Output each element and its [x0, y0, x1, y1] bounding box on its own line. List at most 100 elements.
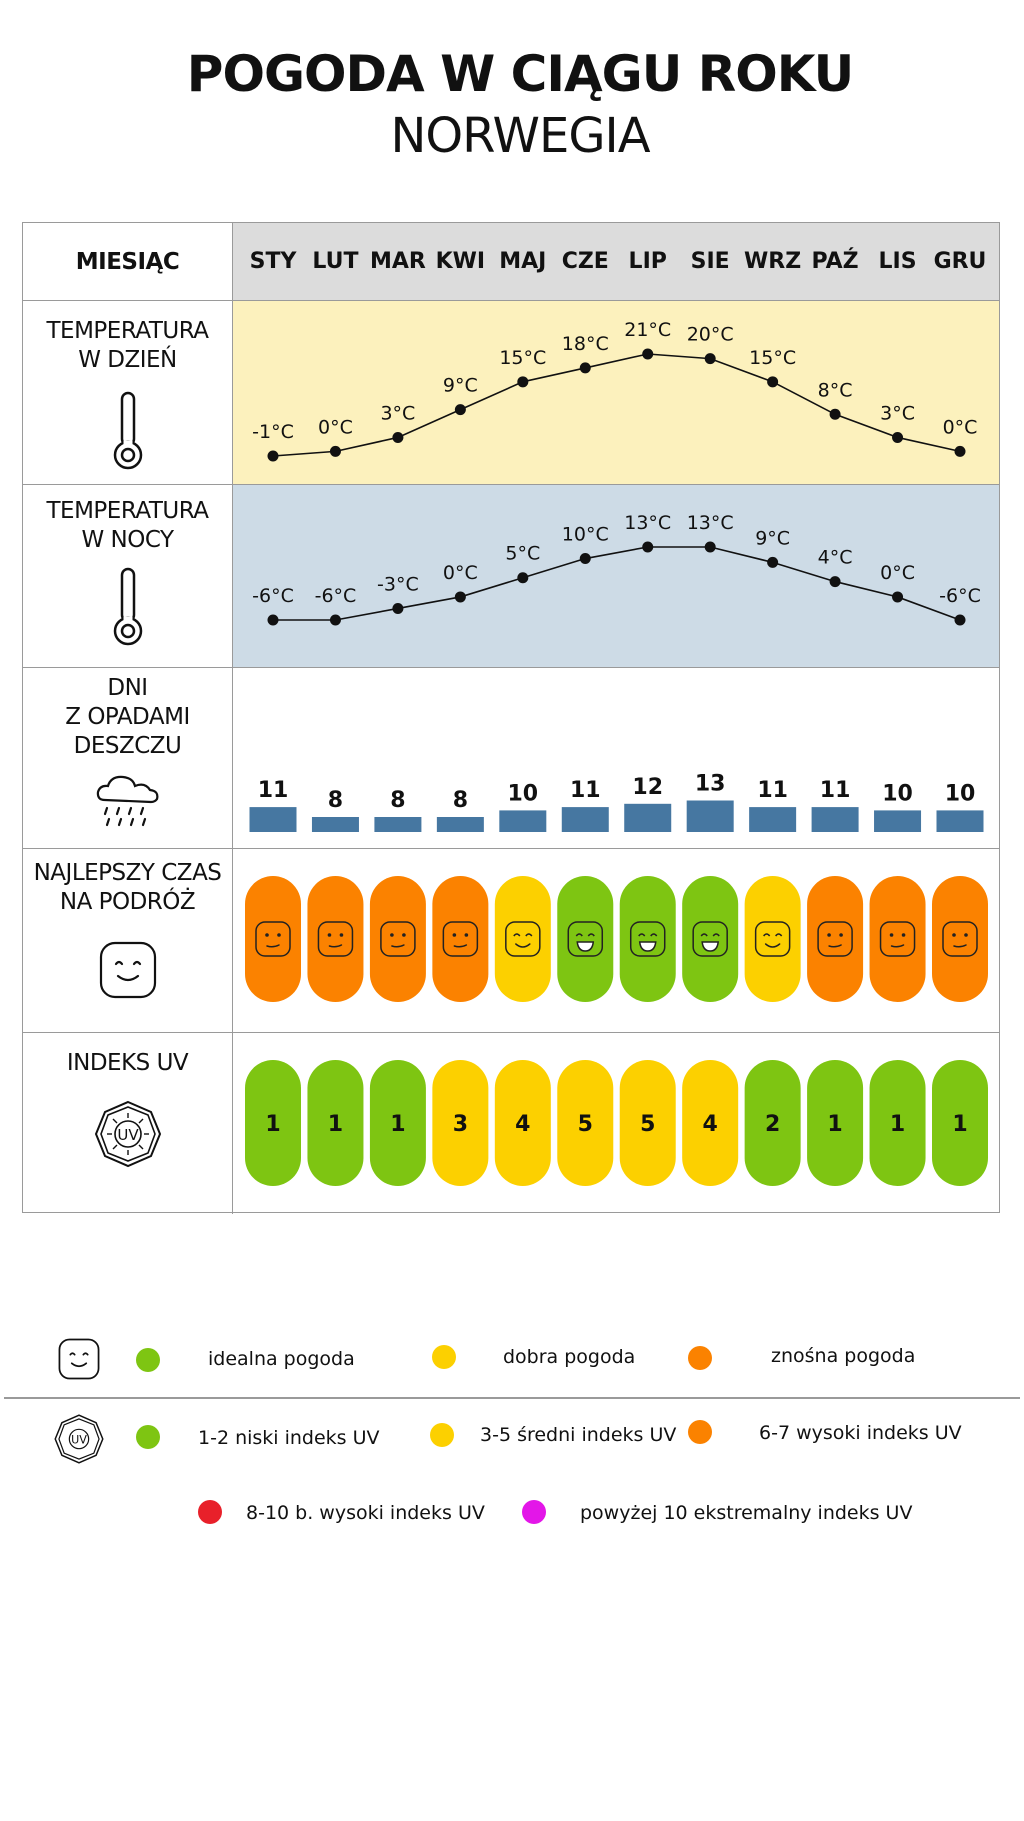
- night-temp-point-0: [267, 614, 279, 626]
- header-label-cell: MIESIĄC: [23, 223, 233, 300]
- uv-value-10: 1: [890, 1112, 905, 1137]
- day-temp-label-1: 0°C: [318, 416, 353, 438]
- rain-bar-9: [811, 807, 859, 832]
- best-time-pill-2: [369, 876, 426, 1002]
- night-temp-label-3: 0°C: [443, 562, 478, 584]
- day-temp-label-0: -1°C: [252, 421, 294, 443]
- day-temp-label-4: 15°C: [499, 347, 546, 369]
- day-temp-point-4: [517, 376, 529, 388]
- month-header-5: CZE: [561, 249, 609, 274]
- day-temp-point-9: [829, 408, 841, 420]
- uv-value-0: 1: [265, 1112, 280, 1137]
- uv-index-pills: 1 1 1 3 4 5 5 4 2 1 1 1: [245, 1060, 988, 1186]
- rain-bar-2: [374, 817, 422, 832]
- month-header-11: GRU: [933, 249, 987, 274]
- day-temp-label-3: 9°C: [443, 375, 478, 397]
- day-temp-label-8: 15°C: [749, 347, 796, 369]
- month-header-8: WRZ: [744, 249, 802, 274]
- rain-value-0: 11: [258, 778, 289, 803]
- night-temp-point-6: [642, 541, 654, 553]
- legend-label-ideal: idealna pogoda: [208, 1348, 355, 1370]
- page-title: POGODA W CIĄGU ROKU: [186, 45, 854, 103]
- night-temp-label-2: -3°C: [377, 573, 419, 595]
- uv-pill-11: [932, 1060, 988, 1186]
- night-temp-label: TEMPERATURA W NOCY: [46, 498, 210, 553]
- night-temp-point-11: [954, 614, 966, 626]
- day-temp-point-1: [329, 445, 341, 457]
- rain-days-row: DNI Z OPADAMI DESZCZU 11 8 8 8 10 11 12 13 11 11 1…: [23, 668, 999, 849]
- uv-badge-icon: UV: [23, 1099, 233, 1174]
- day-temp-point-6: [642, 348, 654, 360]
- legend-dot-uv-extreme: [522, 1500, 546, 1524]
- uv-pill-5: [557, 1060, 614, 1186]
- night-temp-point-10: [892, 591, 904, 603]
- uv-index-label-cell: INDEKS UV UV: [23, 1033, 233, 1214]
- day-temp-point-8: [767, 376, 779, 388]
- day-temp-line-chart: -1°C 0°C 3°C 9°C 15°C 18°C 21°C 20°C 15°C 8°C 3°C 0…: [252, 319, 977, 462]
- face-icon-7: [692, 921, 728, 957]
- night-temp-point-3: [454, 591, 466, 603]
- uv-value-4: 4: [515, 1112, 530, 1137]
- face-icon-6: [629, 921, 666, 957]
- month-header-6: LIP: [628, 249, 667, 274]
- best-time-pill-1: [307, 876, 364, 1002]
- best-time-label-cell: NAJLEPSZY CZAS NA PODRÓŻ: [23, 849, 233, 1032]
- legend-dot-uv-low: [136, 1425, 160, 1449]
- legend-dot-uv-high: [688, 1420, 712, 1444]
- day-temp-label-9: 8°C: [818, 379, 853, 401]
- best-time-pill-5: [557, 876, 614, 1002]
- night-temp-line: [273, 546, 961, 621]
- uv-value-3: 3: [453, 1112, 468, 1137]
- month-header-7: SIE: [690, 249, 730, 274]
- night-temp-point-8: [767, 556, 779, 568]
- uv-pill-6: [619, 1060, 676, 1186]
- day-temp-point-2: [392, 431, 404, 443]
- legend-label-good: dobra pogoda: [503, 1346, 636, 1368]
- day-temp-label-7: 20°C: [687, 324, 734, 346]
- rain-days-label-cell: DNI Z OPADAMI DESZCZU: [23, 668, 233, 848]
- best-time-row: NAJLEPSZY CZAS NA PODRÓŻ: [23, 849, 999, 1033]
- legend-separator: [4, 1397, 1020, 1399]
- legend-dot-ideal: [136, 1348, 160, 1372]
- day-temp-point-5: [579, 362, 591, 374]
- best-time-pill-0: [245, 876, 301, 1002]
- rain-value-1: 8: [328, 788, 343, 813]
- rain-cloud-icon: [23, 772, 233, 837]
- day-temp-label-2: 3°C: [380, 402, 415, 424]
- uv-value-7: 4: [703, 1112, 718, 1137]
- night-temp-label-1: -6°C: [315, 585, 357, 607]
- uv-value-11: 1: [952, 1112, 967, 1137]
- rain-value-10: 10: [882, 781, 913, 806]
- month-header-9: PAŹ: [811, 249, 859, 274]
- face-icon-5: [567, 921, 604, 957]
- best-time-pill-4: [494, 876, 551, 1002]
- best-time-chart: [233, 849, 999, 1032]
- legend-label-uv-high: 6-7 wysoki indeks UV: [759, 1422, 962, 1444]
- uv-index-label: INDEKS UV: [66, 1050, 189, 1076]
- night-temp-label-5: 10°C: [562, 524, 609, 546]
- night-temp-point-4: [517, 572, 529, 584]
- face-icon-0: [255, 921, 291, 957]
- rain-value-6: 12: [632, 775, 663, 800]
- legend-dot-tolerable: [688, 1346, 712, 1370]
- best-time-pills: [245, 876, 988, 1002]
- face-icon-8: [754, 921, 791, 957]
- legend-label-uv-medium: 3-5 średni indeks UV: [480, 1424, 677, 1446]
- rain-bar-1: [311, 817, 359, 832]
- month-header-1: LUT: [312, 249, 359, 274]
- uv-pill-4: [494, 1060, 551, 1186]
- uv-value-9: 1: [827, 1112, 842, 1137]
- rain-value-8: 11: [757, 778, 788, 803]
- face-icon-10: [879, 921, 916, 957]
- header-row: MIESIĄC STY LUT MAR KWI MAJ CZE LIP SIE WRZ PAŹ LI…: [23, 223, 999, 301]
- rain-bar-11: [936, 810, 984, 832]
- face-icon-9: [817, 921, 853, 957]
- best-time-pill-8: [744, 876, 801, 1002]
- face-icon-4: [505, 921, 541, 957]
- rain-value-4: 10: [508, 781, 539, 806]
- night-temp-label-4: 5°C: [505, 543, 540, 565]
- night-temp-label-11: -6°C: [939, 585, 981, 607]
- night-temp-point-1: [329, 614, 341, 626]
- page-subtitle: NORWEGIA: [390, 108, 650, 164]
- best-time-pill-10: [869, 876, 926, 1002]
